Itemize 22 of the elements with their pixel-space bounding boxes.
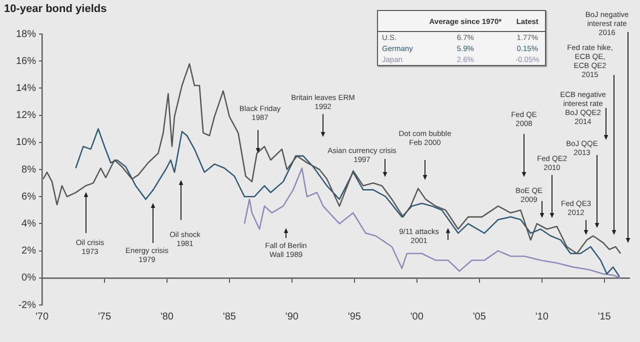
chart-title: 10-year bond yields (4, 3, 107, 15)
y-tick-label: 10% (16, 137, 36, 148)
x-tick-label: '75 (98, 312, 112, 323)
y-tick-label: 16% (16, 56, 36, 67)
x-tick-label: '85 (222, 312, 236, 323)
y-tick-label: 12% (16, 110, 36, 122)
x-tick-label: '90 (285, 312, 299, 323)
x-tick-label: '80 (160, 312, 174, 323)
y-tick-label: 8% (22, 164, 36, 176)
x-tick-label: '95 (348, 312, 362, 323)
y-tick-label: 6% (22, 191, 36, 202)
x-tick-label: '00 (410, 312, 424, 323)
y-tick-label: 4% (22, 218, 36, 230)
y-tick-label: 18% (16, 28, 36, 40)
x-tick-label: '70 (35, 312, 49, 323)
y-tick-label: 0% (22, 272, 36, 284)
x-tick-label: '10 (535, 312, 549, 323)
y-tick-label: 14% (16, 82, 36, 94)
y-tick-label: -2% (18, 300, 36, 311)
x-tick-label: '05 (472, 312, 486, 323)
y-tick-label: 2% (22, 246, 36, 257)
x-tick-label: '15 (598, 312, 612, 323)
